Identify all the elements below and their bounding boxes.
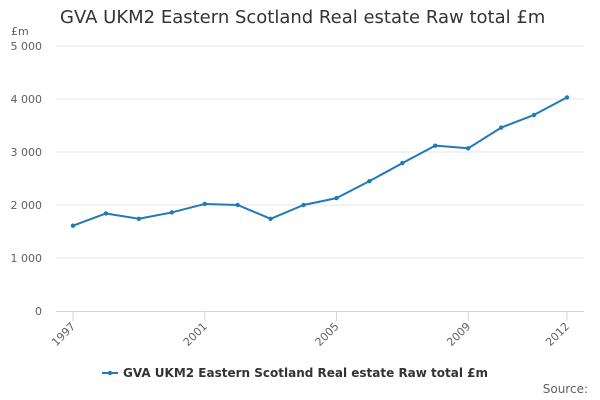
x-tick-label: 2009 — [444, 320, 473, 349]
series-layer — [70, 95, 570, 228]
data-point — [301, 202, 306, 208]
data-point — [367, 178, 372, 184]
legend[interactable]: GVA UKM2 Eastern Scotland Real estate Ra… — [102, 366, 488, 380]
data-point — [433, 143, 438, 148]
data-point — [334, 195, 339, 201]
y-tick-label: 1 000 — [11, 252, 43, 265]
series-line — [72, 96, 568, 227]
data-point — [235, 202, 240, 208]
x-tick-label: 1997 — [49, 320, 78, 349]
y-tick-label: 0 — [35, 305, 42, 318]
data-point — [466, 146, 471, 151]
y-tick-label: 3 000 — [11, 146, 43, 159]
chart-title: GVA UKM2 Eastern Scotland Real estate Ra… — [60, 7, 546, 28]
y-tick-label: 4 000 — [11, 93, 43, 106]
legend-label: GVA UKM2 Eastern Scotland Real estate Ra… — [123, 366, 488, 380]
y-tick-label: 5 000 — [11, 40, 43, 53]
data-point — [531, 112, 537, 118]
data-point — [169, 210, 174, 215]
y-axis-ticks: 0 1 000 2 000 3 000 4 000 5 000 — [11, 40, 43, 318]
x-axis: 1997 2001 2005 2009 2012 — [49, 311, 584, 349]
data-point — [564, 95, 570, 100]
data-point — [400, 160, 405, 166]
gridlines — [56, 45, 584, 259]
data-point — [202, 201, 207, 207]
data-point — [103, 211, 109, 216]
x-tick-label: 2005 — [313, 320, 342, 349]
y-tick-label: 2 000 — [11, 199, 43, 212]
data-point — [70, 223, 76, 228]
legend-point-symbol — [107, 370, 113, 376]
y-axis-unit: £m — [11, 25, 29, 38]
data-point — [498, 125, 504, 130]
data-point — [268, 216, 273, 221]
source-credit[interactable]: Source: — [542, 382, 588, 396]
data-point — [136, 216, 142, 221]
x-tick-label: 2012 — [543, 320, 572, 349]
x-tick-label: 2001 — [181, 320, 210, 349]
